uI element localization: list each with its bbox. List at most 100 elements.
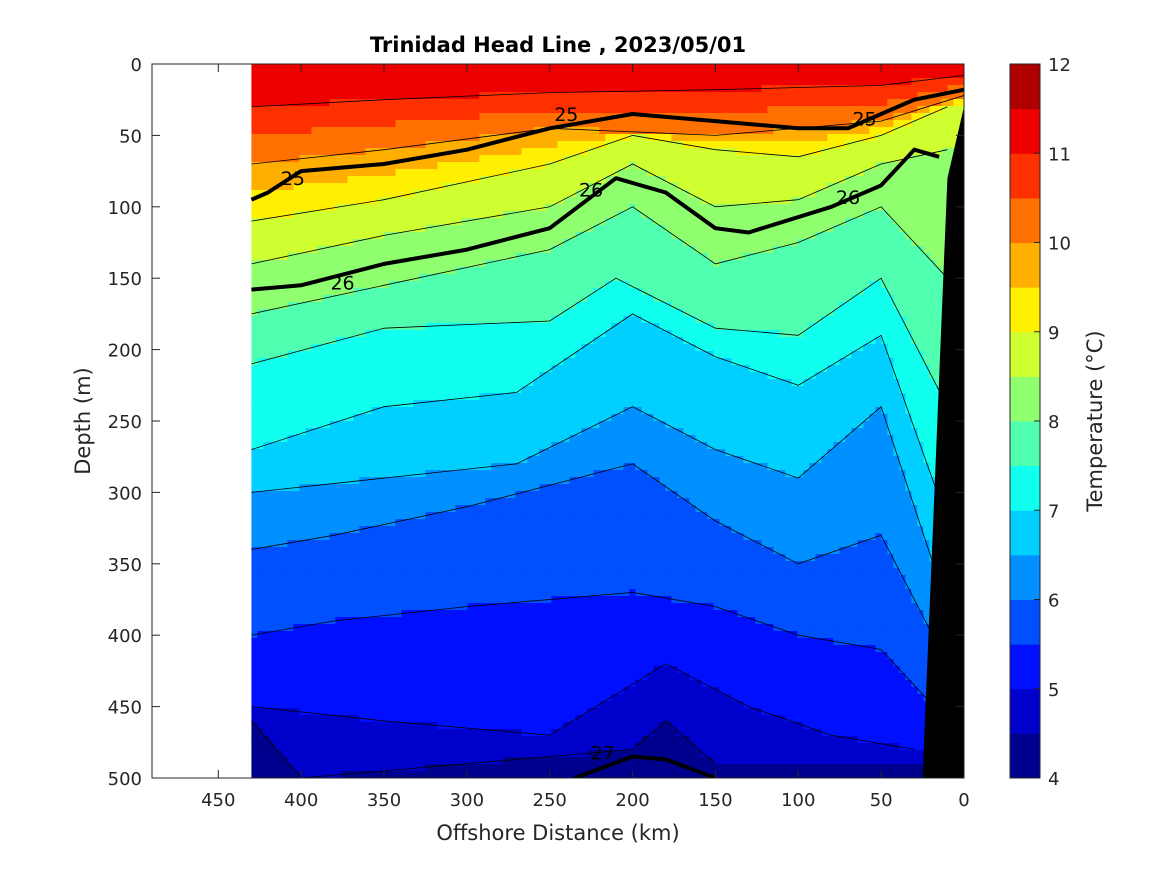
temperature-cell: [407, 428, 415, 436]
temperature-cell: [419, 694, 427, 702]
temperature-cell: [377, 421, 385, 429]
temperature-cell: [311, 575, 319, 583]
temperature-cell: [491, 729, 499, 737]
temperature-cell: [353, 617, 361, 625]
temperature-cell: [413, 211, 421, 219]
temperature-cell: [353, 365, 361, 373]
temperature-cell: [527, 757, 535, 765]
temperature-cell: [383, 582, 391, 590]
temperature-cell: [533, 351, 541, 359]
temperature-cell: [431, 568, 439, 576]
temperature-cell: [281, 393, 289, 401]
temperature-cell: [491, 764, 499, 772]
temperature-cell: [527, 323, 535, 331]
temperature-cell: [461, 162, 469, 170]
temperature-cell: [431, 134, 439, 142]
temperature-cell: [449, 365, 457, 373]
temperature-cell: [305, 253, 313, 261]
temperature-cell: [449, 512, 457, 520]
temperature-cell: [257, 498, 265, 506]
temperature-cell: [377, 169, 385, 177]
temperature-cell: [383, 428, 391, 436]
temperature-cell: [431, 85, 439, 93]
temperature-cell: [275, 603, 283, 611]
temperature-cell: [479, 694, 487, 702]
temperature-cell: [407, 92, 415, 100]
temperature-cell: [269, 610, 277, 618]
temperature-cell: [365, 295, 373, 303]
temperature-cell: [497, 260, 505, 268]
temperature-cell: [305, 554, 313, 562]
temperature-cell: [359, 99, 367, 107]
temperature-cell: [377, 71, 385, 79]
temperature-cell: [485, 701, 493, 709]
temperature-cell: [317, 64, 325, 72]
temperature-cell: [341, 421, 349, 429]
temperature-cell: [515, 162, 523, 170]
temperature-cell: [419, 652, 427, 660]
temperature-cell: [401, 400, 409, 408]
temperature-cell: [503, 750, 511, 758]
temperature-cell: [443, 141, 451, 149]
temperature-cell: [449, 547, 457, 555]
temperature-cell: [503, 463, 511, 471]
temperature-cell: [461, 169, 469, 177]
temperature-cell: [305, 729, 313, 737]
temperature-cell: [293, 400, 301, 408]
temperature-cell: [317, 554, 325, 562]
temperature-cell: [437, 505, 445, 513]
temperature-cell: [425, 687, 433, 695]
temperature-cell: [311, 743, 319, 751]
temperature-cell: [401, 232, 409, 240]
temperature-cell: [401, 547, 409, 555]
temperature-cell: [479, 617, 487, 625]
temperature-cell: [299, 533, 307, 541]
temperature-cell: [455, 71, 463, 79]
temperature-cell: [335, 148, 343, 156]
temperature-cell: [515, 421, 523, 429]
temperature-cell: [473, 631, 481, 639]
temperature-cell: [407, 302, 415, 310]
temperature-cell: [407, 351, 415, 359]
temperature-cell: [293, 729, 301, 737]
temperature-cell: [515, 582, 523, 590]
temperature-cell: [491, 624, 499, 632]
temperature-cell: [467, 302, 475, 310]
temperature-cell: [335, 134, 343, 142]
temperature-cell: [431, 470, 439, 478]
temperature-cell: [383, 71, 391, 79]
temperature-cell: [359, 78, 367, 86]
temperature-cell: [293, 239, 301, 247]
temperature-cell: [377, 183, 385, 191]
temperature-cell: [527, 211, 535, 219]
temperature-cell: [347, 533, 355, 541]
temperature-cell: [341, 78, 349, 86]
temperature-cell: [479, 323, 487, 331]
temperature-cell: [443, 120, 451, 128]
temperature-cell: [329, 211, 337, 219]
temperature-cell: [467, 358, 475, 366]
temperature-cell: [419, 575, 427, 583]
temperature-cell: [437, 302, 445, 310]
temperature-cell: [521, 176, 529, 184]
temperature-cell: [509, 554, 517, 562]
temperature-cell: [305, 106, 313, 114]
temperature-cell: [467, 512, 475, 520]
temperature-cell: [263, 316, 271, 324]
temperature-cell: [479, 414, 487, 422]
temperature-cell: [251, 750, 259, 758]
temperature-cell: [431, 239, 439, 247]
temperature-cell: [287, 687, 295, 695]
temperature-cell: [467, 442, 475, 450]
temperature-cell: [263, 463, 271, 471]
temperature-cell: [431, 575, 439, 583]
temperature-cell: [437, 148, 445, 156]
temperature-cell: [323, 729, 331, 737]
temperature-cell: [353, 757, 361, 765]
temperature-cell: [377, 218, 385, 226]
temperature-cell: [419, 239, 427, 247]
temperature-cell: [473, 211, 481, 219]
temperature-cell: [497, 400, 505, 408]
temperature-cell: [461, 561, 469, 569]
temperature-cell: [335, 407, 343, 415]
